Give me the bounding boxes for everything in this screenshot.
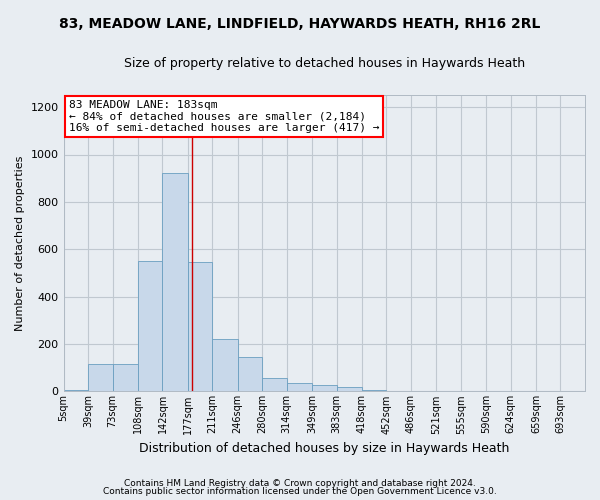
Bar [64,390,88,392]
Bar [238,357,262,392]
Bar [188,262,212,392]
Bar [138,261,163,392]
Bar [163,174,188,392]
Bar [88,364,113,392]
Text: 83, MEADOW LANE, LINDFIELD, HAYWARDS HEATH, RH16 2RL: 83, MEADOW LANE, LINDFIELD, HAYWARDS HEA… [59,18,541,32]
Bar [312,386,337,392]
Text: 83 MEADOW LANE: 183sqm
← 84% of detached houses are smaller (2,184)
16% of semi-: 83 MEADOW LANE: 183sqm ← 84% of detached… [69,100,379,133]
Bar [212,340,238,392]
X-axis label: Distribution of detached houses by size in Haywards Heath: Distribution of detached houses by size … [139,442,509,455]
Text: Contains HM Land Registry data © Crown copyright and database right 2024.: Contains HM Land Registry data © Crown c… [124,478,476,488]
Text: Contains public sector information licensed under the Open Government Licence v3: Contains public sector information licen… [103,487,497,496]
Bar [362,390,386,392]
Y-axis label: Number of detached properties: Number of detached properties [15,156,25,331]
Bar [337,386,362,392]
Bar [113,364,138,392]
Bar [262,378,287,392]
Bar [287,383,312,392]
Title: Size of property relative to detached houses in Haywards Heath: Size of property relative to detached ho… [124,58,525,70]
